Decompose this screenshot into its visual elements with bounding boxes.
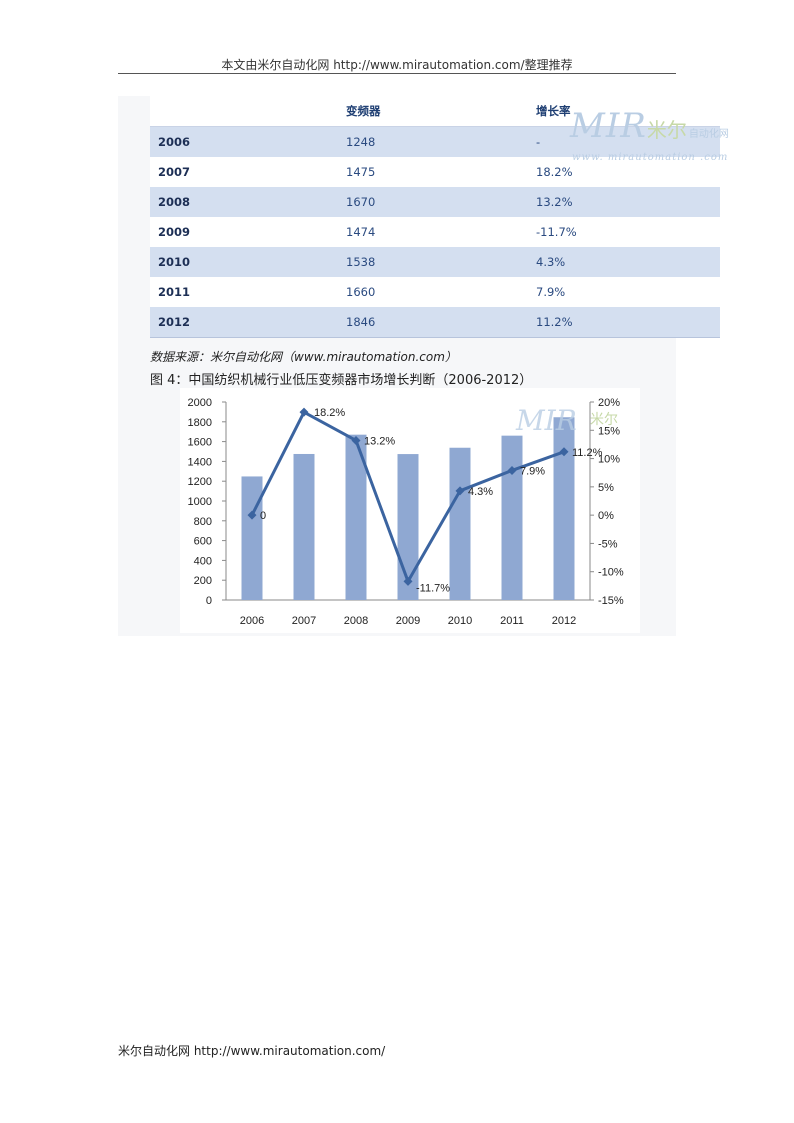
value-cell: 1660 [338,277,528,307]
bar [553,417,575,600]
line-point [403,576,413,586]
y-left-tick-label: 200 [194,575,212,587]
chart-watermark-mir: MIR [515,404,577,437]
y-right-tick-label: -5% [598,538,618,550]
bar [501,435,523,600]
y-left-tick-label: 0 [206,595,212,607]
table-row: 2006 1248- [150,126,720,157]
y-left-tick-label: 1200 [188,476,212,488]
value-cell: 1846 [338,307,528,338]
y-right-tick-label: 0% [598,510,614,522]
data-label: 13.2% [364,435,395,447]
value-cell: 1538 [338,247,528,277]
watermark-logo: MIR米尔 自动化网 [570,106,729,146]
y-left-tick-label: 600 [194,536,212,548]
year-cell: 2007 [150,157,338,187]
data-label: 4.3% [468,486,493,498]
value-cell: 1248 [338,126,528,157]
bar [241,476,263,600]
table-row: 2012 1846 11.2% [150,307,720,338]
rate-cell: 7.9% [528,277,720,307]
x-tick-label: 2006 [240,615,264,627]
watermark-cn-sub: 自动化网 [688,129,729,140]
source-note: 数据来源：米尔自动化网（www.mirautomation.com） [150,350,457,364]
y-left-tick-label: 1600 [188,437,212,449]
table-row: 2011 1660 7.9% [150,277,720,307]
table-header-cell [150,96,338,127]
line-point [247,510,257,520]
y-left-tick-label: 1800 [188,417,212,429]
value-cell: 1670 [338,187,528,217]
x-tick-label: 2011 [500,615,524,627]
bar [293,453,315,600]
y-right-tick-label: -10% [598,567,624,579]
y-right-tick-label: 5% [598,482,614,494]
table-row: 2009 1474 -11.7% [150,217,720,247]
watermark-mir: MIR [570,106,647,146]
line-point [351,435,361,445]
data-table: 变频器 增长率 2006 1248- 2007 1475 18.2% 2008 1670… [150,96,720,338]
year-cell: 2012 [150,307,338,338]
y-right-tick-label: -15% [598,595,624,607]
x-tick-label: 2012 [552,615,576,627]
x-tick-label: 2007 [292,615,316,627]
rate-cell: 13.2% [528,187,720,217]
table-row: 2010 1538 4.3% [150,247,720,277]
value-cell: 1475 [338,157,528,187]
watermark-url: www. mirautomation .com [572,152,729,163]
figure-caption: 图 4：中国纺织机械行业低压变频器市场增长判断（2006-2012） [150,373,533,388]
data-label: -11.7% [416,582,450,594]
table-header-cell: 变频器 [338,96,528,127]
bar [345,434,367,600]
chart-watermark-cn: 米尔 [590,412,618,428]
chart-container: 0 200 400 600 800 1000 1200 1400 1600 1800 2000 -15… [180,388,640,633]
x-tick-label: 2010 [448,615,472,627]
y-left-tick-label: 400 [194,555,212,567]
y-left-tick-label: 2000 [188,397,212,409]
y-left-tick-label: 800 [194,516,212,528]
table-row: 2007 1475 18.2% [150,157,720,187]
table-header-cell: 增长率 [528,96,720,127]
table-row: 2008 1670 13.2% [150,187,720,217]
line-point [559,447,569,457]
year-cell: 2009 [150,217,338,247]
data-label: 11.2% [572,447,603,459]
header-rule [118,73,676,74]
year-cell: 2008 [150,187,338,217]
data-label: 7.9% [520,465,545,477]
data-label: 0 [260,510,266,522]
y-right-tick-label: 10% [598,454,620,466]
year-cell: 2010 [150,247,338,277]
value-cell: 1474 [338,217,528,247]
rate-cell: - [528,126,720,157]
page-header: 本文由米尔自动化网 http://www.mirautomation.com/整… [221,58,573,72]
rate-cell: 4.3% [528,247,720,277]
line-point [455,486,465,496]
watermark-cn: 米尔 [646,118,687,142]
line-point [299,407,309,417]
combo-chart: 0 200 400 600 800 1000 1200 1400 1600 1800 2000 -15… [188,397,624,627]
year-cell: 2011 [150,277,338,307]
year-cell: 2006 [150,126,338,157]
line-point [507,465,517,475]
rate-cell: -11.7% [528,217,720,247]
y-right-tick-label: 15% [598,425,620,437]
y-left-tick-label: 1000 [188,496,212,508]
y-left-tick-label: 1400 [188,456,212,468]
x-tick-label: 2008 [344,615,368,627]
rate-cell: 18.2% [528,157,720,187]
x-tick-label: 2009 [396,615,420,627]
rate-cell: 11.2% [528,307,720,338]
y-right-tick-label: 20% [598,397,620,409]
page-footer: 米尔自动化网 http://www.mirautomation.com/ [118,1044,386,1058]
data-label: 18.2% [314,407,345,419]
table-header-row: 变频器 增长率 [150,96,720,127]
bar [449,447,471,600]
